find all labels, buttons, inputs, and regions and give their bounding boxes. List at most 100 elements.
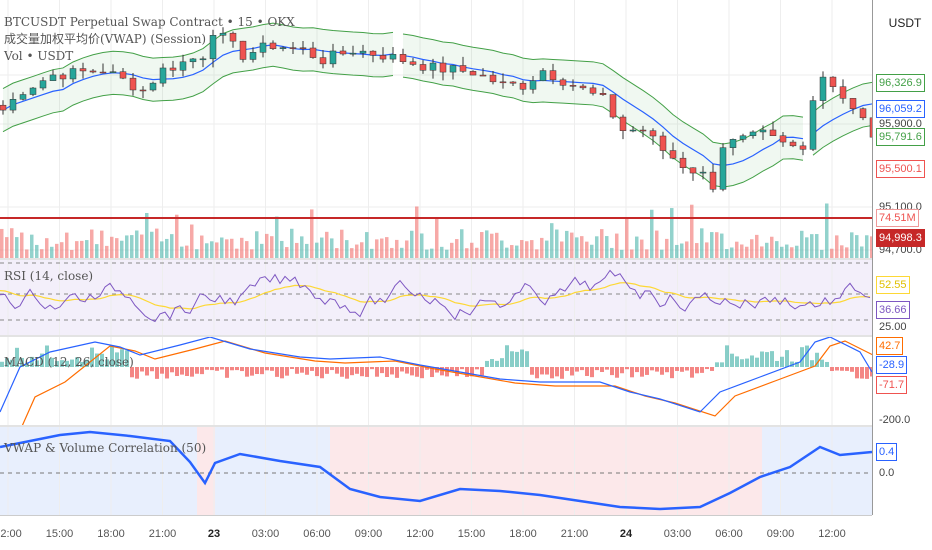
macd-legend[interactable]: MACD (12, 26, close) bbox=[4, 355, 134, 369]
macd-histogram-bar bbox=[250, 367, 254, 376]
volume-bar bbox=[85, 240, 89, 258]
volume-bar bbox=[445, 249, 449, 258]
volume-bar bbox=[305, 243, 309, 258]
vwap-lower-band bbox=[812, 124, 872, 156]
pane-divider[interactable] bbox=[0, 335, 932, 337]
macd-histogram-bar bbox=[750, 355, 754, 367]
volume-bar bbox=[430, 248, 434, 258]
volume-bar bbox=[240, 237, 244, 258]
volume-bar bbox=[605, 236, 609, 258]
candle-body bbox=[99, 71, 107, 74]
time-label: 09:00 bbox=[354, 528, 383, 540]
rsi-legend[interactable]: RSI (14, close) bbox=[4, 269, 94, 283]
vwap-lower-band bbox=[2, 65, 394, 133]
candle-body bbox=[619, 116, 627, 131]
macd-histogram-bar bbox=[380, 367, 384, 374]
candle-body bbox=[759, 129, 767, 133]
correlation-background bbox=[197, 427, 215, 515]
candle-body bbox=[309, 47, 317, 58]
time-axis[interactable]: 12:00 15:00 18:00 21:00 23 03:00 06:00 09:00 12:… bbox=[0, 515, 872, 550]
macd-histogram-bar bbox=[770, 351, 774, 367]
macd-histogram-bar bbox=[590, 367, 594, 378]
volume-bar bbox=[145, 213, 149, 258]
pane-divider[interactable] bbox=[0, 425, 932, 427]
macd-histogram-bar bbox=[795, 361, 799, 367]
macd-histogram-bar bbox=[330, 367, 334, 371]
volume-bar bbox=[175, 214, 179, 258]
macd-histogram-bar bbox=[775, 360, 779, 367]
candle-body bbox=[39, 80, 47, 89]
price-pane[interactable]: BTCUSDT Perpetual Swap Contract • 15 • O… bbox=[0, 0, 872, 258]
vwap-band-fill bbox=[3, 23, 393, 132]
volume-bar bbox=[480, 232, 484, 258]
volume-bar bbox=[645, 249, 649, 258]
vwap-upper-band bbox=[2, 22, 394, 89]
correlation-pane[interactable]: VWAP & Volume Correlation (50) bbox=[0, 427, 872, 515]
currency-unit-button[interactable]: USDT bbox=[888, 16, 922, 30]
volume-bar bbox=[825, 203, 829, 258]
candle-body bbox=[49, 74, 57, 81]
volume-bar bbox=[65, 232, 69, 258]
volume-bar bbox=[590, 244, 594, 258]
macd-histogram-bar bbox=[845, 367, 849, 371]
symbol-legend[interactable]: BTCUSDT Perpetual Swap Contract • 15 • O… bbox=[4, 15, 295, 29]
correlation-background bbox=[215, 427, 330, 515]
volume-bar bbox=[285, 247, 289, 258]
macd-histogram-bar bbox=[370, 367, 374, 370]
volume-bar bbox=[675, 244, 679, 258]
candle-body bbox=[699, 171, 707, 174]
macd-histogram-bar bbox=[670, 367, 674, 379]
volume-bar bbox=[495, 232, 499, 258]
macd-histogram-bar bbox=[665, 367, 669, 373]
volume-bar bbox=[25, 249, 29, 258]
volume-bar bbox=[635, 236, 639, 258]
volume-bar bbox=[120, 240, 124, 258]
macd-histogram-bar bbox=[680, 367, 684, 372]
candle-body bbox=[859, 108, 867, 119]
volume-bar bbox=[570, 232, 574, 258]
time-label: 03:00 bbox=[251, 528, 280, 540]
macd-histogram-bar bbox=[650, 367, 654, 371]
candle-body bbox=[479, 74, 487, 77]
macd-histogram-bar bbox=[195, 367, 199, 374]
volume-bar bbox=[300, 236, 304, 258]
volume-bar bbox=[200, 235, 204, 258]
price-axis[interactable]: USDT 95,900.0 95,100.0 94,700.0 96,326.9… bbox=[872, 0, 932, 515]
macd-histogram-bar bbox=[510, 351, 514, 367]
candle-body bbox=[819, 76, 827, 101]
time-label: 06:00 bbox=[303, 528, 331, 540]
pane-divider[interactable] bbox=[0, 258, 932, 260]
volume-bar bbox=[325, 231, 329, 258]
candle-body bbox=[509, 81, 517, 84]
candlestick-chart[interactable] bbox=[0, 0, 872, 258]
macd-histogram-bar bbox=[320, 367, 324, 379]
candle-body bbox=[449, 65, 457, 73]
volume-bar bbox=[640, 239, 644, 258]
macd-pane[interactable]: MACD (12, 26, close) bbox=[0, 337, 872, 425]
volume-legend[interactable]: Vol • USDT bbox=[4, 49, 74, 63]
volume-bar bbox=[195, 249, 199, 258]
vwap-legend[interactable]: 成交量加权平均价(VWAP) (Session) bbox=[4, 32, 207, 46]
macd-histogram-bar bbox=[0, 361, 4, 367]
candle-body bbox=[489, 74, 497, 83]
rsi-pane[interactable]: RSI (14, close) bbox=[0, 260, 872, 335]
volume-bar bbox=[575, 237, 579, 258]
volume-bar bbox=[545, 240, 549, 258]
candle-body bbox=[729, 139, 737, 148]
volume-bar bbox=[360, 242, 364, 258]
volume-bar bbox=[280, 240, 284, 258]
time-label: 15:00 bbox=[45, 528, 74, 540]
volume-bar bbox=[795, 245, 799, 258]
volume-bar bbox=[685, 241, 689, 258]
volume-bar bbox=[730, 247, 734, 258]
volume-bar bbox=[330, 238, 334, 258]
macd-histogram-bar bbox=[100, 353, 104, 367]
volume-bar bbox=[50, 246, 54, 258]
correlation-line bbox=[0, 430, 872, 511]
candle-body bbox=[799, 145, 807, 150]
candle-body bbox=[519, 82, 527, 90]
candle-body bbox=[19, 94, 27, 100]
volume-bar bbox=[860, 246, 864, 258]
macd-histogram-bar bbox=[595, 367, 599, 371]
correlation-legend[interactable]: VWAP & Volume Correlation (50) bbox=[4, 441, 207, 455]
